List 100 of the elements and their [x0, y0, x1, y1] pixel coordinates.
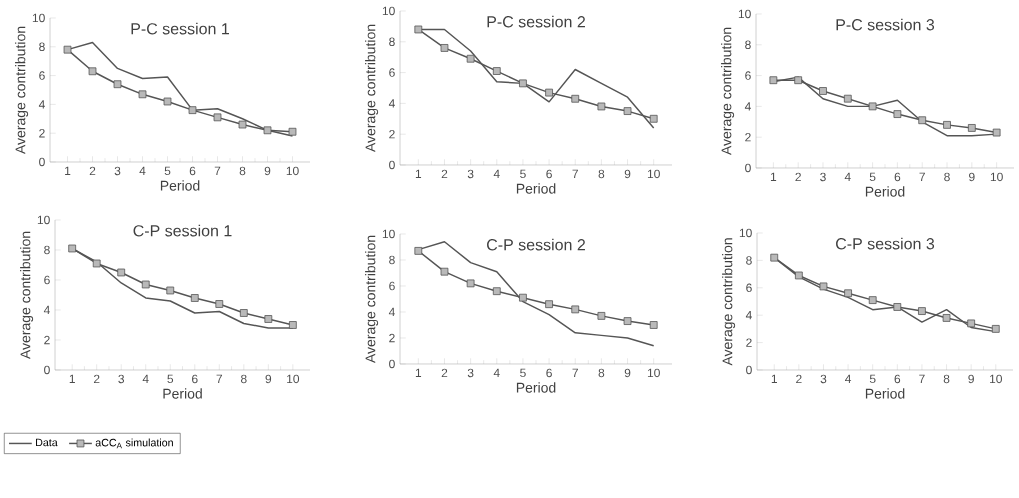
- x-tick-label: 3: [114, 166, 121, 176]
- chart-title: C-P session 1: [133, 224, 232, 237]
- legend-label: Data: [36, 438, 58, 447]
- x-tick-label: 1: [771, 374, 777, 383]
- y-axis-title: Average contribution: [20, 231, 34, 360]
- y-tick-label: 10: [32, 13, 45, 23]
- x-tick-label: 7: [919, 172, 925, 181]
- x-tick-label: 4: [493, 169, 500, 178]
- y-tick-label: 6: [746, 283, 752, 293]
- y-tick-label: 8: [745, 40, 751, 50]
- y-tick-label: 0: [389, 160, 395, 170]
- x-tick-label: 10: [990, 374, 1002, 384]
- x-tick-label: 1: [415, 368, 422, 377]
- x-tick-label: 10: [647, 368, 660, 378]
- x-tick-label: 3: [118, 374, 125, 384]
- x-tick-label: 2: [441, 169, 448, 179]
- x-tick-label: 5: [164, 166, 171, 176]
- y-tick-label: 10: [382, 6, 395, 16]
- y-tick-label: 0: [389, 359, 395, 369]
- y-tick-label: 4: [745, 311, 752, 320]
- x-tick-label: 2: [441, 368, 448, 378]
- y-tick-label: 4: [43, 305, 50, 315]
- x-tick-label: 1: [65, 166, 71, 175]
- x-tick-label: 7: [216, 374, 223, 383]
- x-tick-label: 7: [572, 169, 578, 178]
- x-tick-label: 9: [968, 374, 974, 384]
- chart-title: P-C session 3: [836, 18, 935, 31]
- x-tick-label: 6: [546, 169, 552, 179]
- x-tick-label: 3: [467, 169, 474, 179]
- chart-title: C-P session 3: [836, 237, 935, 250]
- x-tick-label: 4: [139, 166, 146, 175]
- y-tick-label: 10: [739, 228, 752, 238]
- y-tick-label: 8: [389, 37, 395, 47]
- y-tick-label: 4: [388, 307, 395, 317]
- y-tick-label: 0: [745, 163, 751, 173]
- x-tick-label: 6: [894, 172, 901, 182]
- x-tick-label: 10: [647, 169, 660, 179]
- y-tick-label: 4: [744, 102, 751, 111]
- y-tick-label: 6: [389, 68, 395, 77]
- y-tick-label: 8: [746, 256, 752, 265]
- x-tick-label: 10: [287, 374, 300, 384]
- y-tick-label: 0: [746, 365, 752, 375]
- y-tick-label: 2: [745, 132, 751, 142]
- y-tick-label: 2: [44, 335, 50, 345]
- chart-title: C-P session 2: [487, 238, 585, 251]
- y-axis-title: Average contribution: [365, 235, 379, 364]
- y-tick-label: 0: [39, 157, 45, 167]
- y-axis-title: Average contribution: [15, 26, 29, 155]
- x-axis-title: Period: [160, 180, 200, 191]
- y-tick-label: 8: [39, 42, 45, 52]
- y-tick-label: 6: [745, 71, 751, 80]
- x-tick-label: 8: [944, 172, 950, 182]
- x-tick-label: 9: [624, 169, 631, 179]
- y-tick-label: 2: [389, 129, 395, 139]
- x-tick-label: 5: [869, 172, 876, 182]
- x-axis-title: Period: [516, 183, 556, 194]
- chart-title: P-C session 1: [131, 22, 229, 35]
- x-tick-label: 4: [142, 374, 149, 383]
- x-tick-label: 8: [943, 374, 950, 384]
- x-axis-title: Period: [163, 388, 202, 399]
- y-tick-label: 8: [389, 255, 395, 265]
- x-tick-label: 4: [844, 172, 851, 181]
- x-tick-label: 1: [770, 172, 777, 181]
- chart-title: P-C session 2: [487, 15, 585, 28]
- x-tick-label: 1: [69, 374, 75, 383]
- x-tick-label: 5: [520, 169, 526, 179]
- x-tick-label: 6: [189, 166, 196, 176]
- y-tick-label: 4: [38, 100, 45, 109]
- x-tick-label: 9: [264, 166, 271, 176]
- y-tick-label: 6: [44, 275, 50, 285]
- y-tick-label: 2: [746, 338, 752, 347]
- legend-label: aCC$_{A}$ simulation: [95, 438, 173, 449]
- x-tick-label: 5: [869, 374, 876, 384]
- x-tick-label: 2: [796, 374, 802, 384]
- x-tick-label: 2: [93, 374, 100, 384]
- y-tick-label: 8: [44, 245, 50, 255]
- x-tick-label: 9: [969, 172, 975, 182]
- x-tick-label: 3: [467, 368, 474, 378]
- y-tick-label: 10: [37, 215, 50, 225]
- x-tick-label: 7: [214, 166, 221, 175]
- x-tick-label: 7: [919, 374, 925, 383]
- x-tick-label: 8: [239, 166, 246, 176]
- x-tick-label: 5: [167, 374, 174, 384]
- x-tick-label: 6: [546, 368, 552, 378]
- x-tick-label: 3: [820, 374, 827, 384]
- y-axis-title: Average contribution: [365, 24, 379, 153]
- y-tick-label: 2: [39, 128, 45, 138]
- x-tick-label: 6: [894, 374, 901, 384]
- x-tick-label: 2: [89, 166, 96, 176]
- y-tick-label: 2: [389, 333, 395, 343]
- x-tick-label: 8: [598, 169, 605, 179]
- y-tick-label: 4: [388, 99, 395, 108]
- x-tick-label: 7: [572, 368, 578, 377]
- x-tick-label: 8: [241, 374, 247, 384]
- x-axis-title: Period: [865, 388, 905, 399]
- y-axis-title: Average contribution: [721, 27, 735, 156]
- x-tick-label: 4: [493, 368, 500, 377]
- x-tick-label: 8: [598, 368, 605, 378]
- y-tick-label: 10: [738, 9, 751, 19]
- y-tick-label: 0: [44, 365, 50, 375]
